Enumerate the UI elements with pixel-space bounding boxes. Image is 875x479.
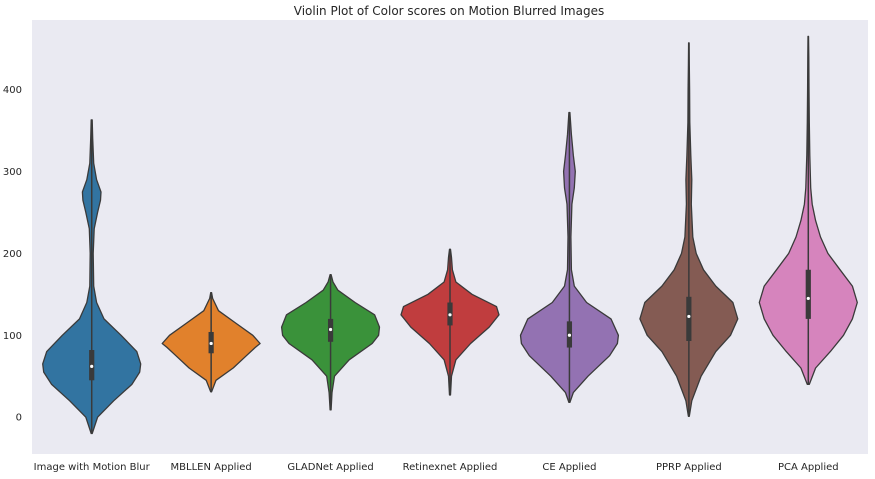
violins-group [42,35,858,435]
x-tick-label: MBLLEN Applied [171,462,252,473]
x-tick-label: PCA Applied [778,462,839,473]
chart-title: Violin Plot of Color scores on Motion Bl… [294,4,604,18]
x-tick-label: PPRP Applied [656,462,722,473]
violin-median-point [328,327,333,332]
x-axis: Image with Motion Blur MBLLEN Applied GLAD… [34,462,839,473]
y-tick-label: 100 [3,331,22,342]
violin-median-point [806,296,810,301]
y-axis: 0 100 200 300 400 [3,85,22,424]
x-tick-label: Image with Motion Blur [34,462,151,473]
x-tick-label: Retinexnet Applied [403,462,498,473]
violin-median-point [448,313,452,317]
violin-median-point [90,364,94,368]
x-tick-label: CE Applied [542,462,596,473]
y-tick-label: 300 [3,167,22,178]
x-tick-label: GLADNet Applied [287,462,373,473]
y-tick-label: 400 [3,85,22,96]
violin-median-point [209,341,213,346]
violin-iqr-box [686,296,692,341]
violin-median-point [687,314,691,319]
violin-iqr-box [805,269,811,319]
violin-median-point [567,333,572,337]
y-tick-label: 200 [3,249,22,260]
y-tick-label: 0 [16,413,22,424]
